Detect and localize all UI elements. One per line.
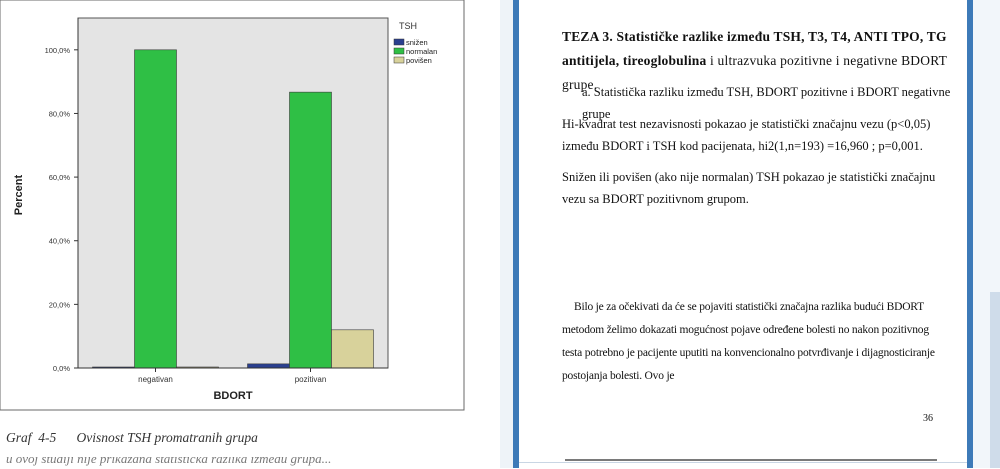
right-edge-tab [990,292,1000,468]
y-tick-label: 20,0% [49,300,71,309]
legend-swatch [393,47,405,55]
page-bottom [519,462,967,469]
caption-text: Ovisnost TSH promatranih grupa [76,430,258,445]
x-axis-label: BDORT [213,390,252,402]
bar-povišen-pozitivan [331,329,374,369]
paragraph-chi-square: Hi-kvadrat test nezavisnosti pokazao je … [562,117,931,153]
paragraph-tsh: Snižen ili povišen (ako nije normalan) T… [562,170,936,206]
cut-off-line: u ovoj studiji nije prikazana statističk… [6,457,332,466]
paragraph-discussion: Bilo je za očekivati da će se pojaviti s… [562,301,935,382]
y-ticks-layer: 0,0% 20,0% 40,0% 60,0% 80,0% 100,0% [45,46,78,373]
y-tick-label: 80,0% [49,109,71,118]
bar-chart: 0,0% 20,0% 40,0% 60,0% 80,0% 100,0% negativan… [0,0,465,411]
legend-entry: snižen [406,38,428,47]
page-number: 36 [923,413,933,424]
y-tick-label: 100,0% [45,46,71,55]
y-axis-label: Percent [13,174,25,215]
thesis-rest: i ultrazvuka pozitivne i negativne BDORT… [562,53,947,92]
thesis-bold: TEZA 3. Statističke razlike između TSH, … [562,29,947,68]
thesis-heading: TEZA 3. Statističke razlike između TSH, … [562,25,947,97]
figure-caption: Graf 4-5 Ovisnost TSH promatranih grupa [6,430,258,446]
chart-panel: 0,0% 20,0% 40,0% 60,0% 80,0% 100,0% negativan… [0,0,500,468]
bar-snižen-pozitivan [247,363,290,369]
x-tick-label: negativan [138,375,173,384]
list-item-a: a. Statistička razliku između TSH, BDORT… [582,85,951,121]
legend-swatch [393,38,405,46]
caption-label: Graf 4-5 [6,430,57,445]
document-page [519,0,967,462]
x-tick-label: pozitivan [295,375,327,384]
bar-normalan-negativan [134,49,177,369]
y-tick-label: 60,0% [49,173,71,182]
legend-entry: povišen [406,56,432,65]
footer-rule [565,459,937,461]
legend-entry: normalan [406,47,437,56]
y-tick-label: 0,0% [53,364,70,373]
legend-title: TSH [399,21,417,31]
bars-layer [92,49,374,369]
x-ticks-layer: negativan pozitivan [138,368,326,384]
bar-normalan-pozitivan [289,91,332,369]
plot-area [77,17,389,369]
cut-off-text: u ovoj studiji nije prikazana statističk… [6,457,476,468]
legend-swatch [393,56,405,64]
y-tick-label: 40,0% [49,237,71,246]
